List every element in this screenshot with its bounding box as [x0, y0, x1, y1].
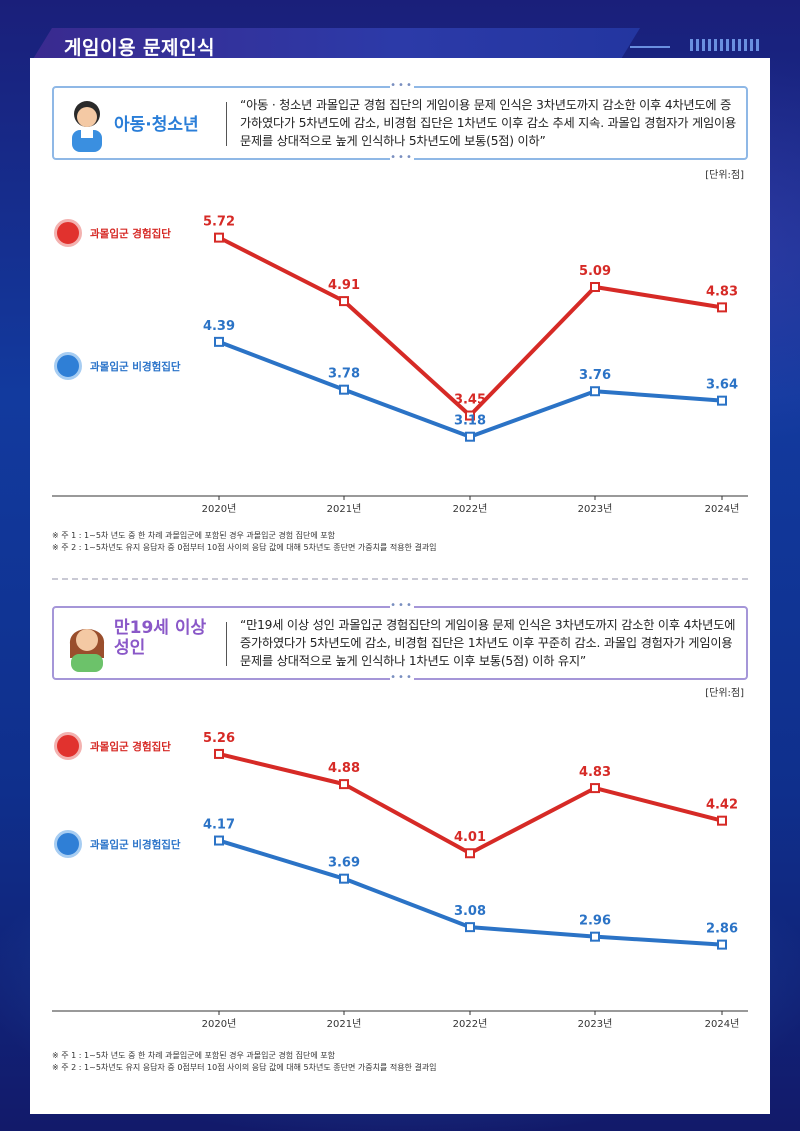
summary-box-adult: ••• 만19세 이상 성인 “만19세 이상 성인 과몰입군 경험집단의 게임…: [52, 601, 748, 684]
data-point: [465, 848, 475, 859]
note-1: ※ 주 1 : 1~5차 년도 중 한 차례 과몰입군에 포함된 경우 과몰입군…: [52, 1051, 335, 1060]
data-label: 4.17: [203, 818, 235, 833]
data-point: [465, 922, 475, 933]
separator: [226, 622, 227, 666]
unit-label-adult: [단위:점]: [705, 688, 744, 699]
x-tick-label: 2020년: [202, 503, 237, 515]
section-divider: [52, 578, 748, 580]
data-label: 3.69: [328, 856, 360, 871]
legend-label: 과몰입군 비경험집단: [90, 838, 181, 851]
data-point: [717, 395, 727, 406]
data-label: 2.86: [706, 922, 738, 937]
note-2: ※ 주 2 : 1~5차년도 유지 응답자 중 0점부터 10점 사이의 응답 …: [52, 1063, 437, 1072]
data-point: [214, 748, 224, 759]
x-tick-label: 2021년: [327, 1018, 362, 1030]
legend-label: 과몰입군 비경험집단: [90, 360, 181, 373]
legend-experienced-youth: 과몰입군 경험집단: [54, 219, 171, 247]
summary-quote-adult: “만19세 이상 성인 과몰입군 경험집단의 게임이용 문제 인식은 3차년도까…: [240, 618, 736, 668]
group-label-youth: 아동·청소년: [114, 115, 199, 135]
legend-nonexperienced-adult: 과몰입군 비경험집단: [54, 830, 181, 858]
line-chart-adult: 2020년 2021년 2022년 2023년 2024년 5.26 4.88 4.01 4.8…: [52, 731, 748, 1030]
data-label: 2.96: [579, 914, 611, 929]
data-label: 4.01: [454, 830, 486, 845]
data-point: [717, 815, 727, 826]
page-title: 게임이용 문제인식: [64, 37, 215, 59]
data-point: [590, 386, 600, 397]
data-label: 5.26: [203, 731, 235, 746]
data-label: 3.76: [579, 368, 611, 383]
dots-top: •••: [390, 600, 414, 612]
dots-bottom: •••: [390, 672, 414, 684]
data-label: 3.64: [706, 378, 738, 393]
experienced-group-icon: [54, 732, 82, 760]
data-point: [717, 302, 727, 313]
unit-label-youth: [단위:점]: [705, 170, 744, 181]
data-label: 3.18: [454, 414, 486, 429]
data-label: 4.83: [706, 284, 738, 299]
title-stripes: [690, 39, 760, 51]
non-experienced-group-icon: [54, 830, 82, 858]
x-tick-label: 2023년: [578, 1018, 613, 1030]
data-label: 4.91: [328, 278, 360, 293]
summary-quote-youth: “아동 · 청소년 과몰입군 경험 집단의 게임이용 문제 인식은 3차년도까지…: [240, 98, 737, 148]
adult-avatar-icon: [69, 629, 105, 672]
x-tick-label: 2022년: [453, 503, 488, 515]
data-point: [214, 336, 224, 347]
series-line-experienced: [218, 235, 723, 418]
x-tick-label: 2024년: [705, 1018, 740, 1030]
legend-label: 과몰입군 경험집단: [90, 227, 171, 240]
group-label-adult: 만19세 이상 성인: [114, 618, 206, 658]
line-chart-youth: 2020년 2021년 2022년 2023년 2024년 5.72 4.91 3.45 5.0…: [52, 215, 748, 515]
legend-nonexperienced-youth: 과몰입군 비경험집단: [54, 352, 181, 380]
data-label: 5.72: [203, 215, 235, 230]
data-label: 3.45: [454, 393, 486, 408]
data-point: [214, 232, 224, 243]
data-point: [590, 282, 600, 292]
data-label: 4.39: [203, 319, 235, 334]
dots-top: •••: [390, 80, 414, 92]
note-2: ※ 주 2 : 1~5차년도 유지 응답자 중 0점부터 10점 사이의 응답 …: [52, 543, 437, 552]
summary-box-youth: ••• 아동·청소년 “아동 · 청소년 과몰입군 경험 집단의 게임이용 문제…: [52, 81, 748, 164]
group-label-line2: 성인: [114, 638, 146, 658]
data-point: [339, 873, 349, 884]
dots-bottom: •••: [390, 152, 414, 164]
notes-adult: ※ 주 1 : 1~5차 년도 중 한 차례 과몰입군에 포함된 경우 과몰입군…: [52, 1050, 437, 1074]
separator: [226, 102, 227, 146]
data-point: [339, 384, 349, 395]
data-point: [465, 410, 475, 421]
data-point: [214, 835, 224, 846]
data-point: [465, 431, 475, 442]
youth-avatar-icon: [72, 101, 102, 152]
data-label: 5.09: [579, 264, 611, 279]
data-label: 3.08: [454, 904, 486, 919]
data-label: 3.78: [328, 367, 360, 382]
x-tick-label: 2024년: [705, 503, 740, 515]
data-point: [590, 783, 600, 794]
data-point: [339, 779, 349, 790]
notes-youth: ※ 주 1 : 1~5차 년도 중 한 차례 과몰입군에 포함된 경우 과몰입군…: [52, 530, 437, 554]
x-tick-label: 2023년: [578, 503, 613, 515]
note-1: ※ 주 1 : 1~5차 년도 중 한 차례 과몰입군에 포함된 경우 과몰입군…: [52, 531, 335, 540]
x-tick-label: 2021년: [327, 503, 362, 515]
data-label: 4.42: [706, 798, 738, 813]
title-accent-line: [630, 46, 670, 48]
legend-experienced-adult: 과몰입군 경험집단: [54, 732, 171, 760]
x-tick-label: 2022년: [453, 1018, 488, 1030]
data-point: [339, 296, 349, 307]
non-experienced-group-icon: [54, 352, 82, 380]
data-label: 4.83: [579, 765, 611, 780]
group-label-line1: 만19세 이상: [114, 618, 207, 638]
data-point: [717, 939, 727, 950]
legend-label: 과몰입군 경험집단: [90, 740, 171, 753]
experienced-group-icon: [54, 219, 82, 247]
data-label: 4.88: [328, 761, 360, 776]
x-tick-label: 2020년: [202, 1018, 237, 1030]
data-point: [590, 931, 600, 942]
